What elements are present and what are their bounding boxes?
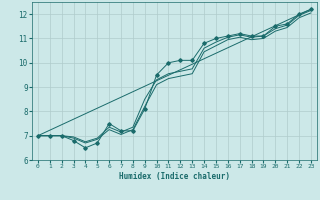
X-axis label: Humidex (Indice chaleur): Humidex (Indice chaleur) <box>119 172 230 181</box>
